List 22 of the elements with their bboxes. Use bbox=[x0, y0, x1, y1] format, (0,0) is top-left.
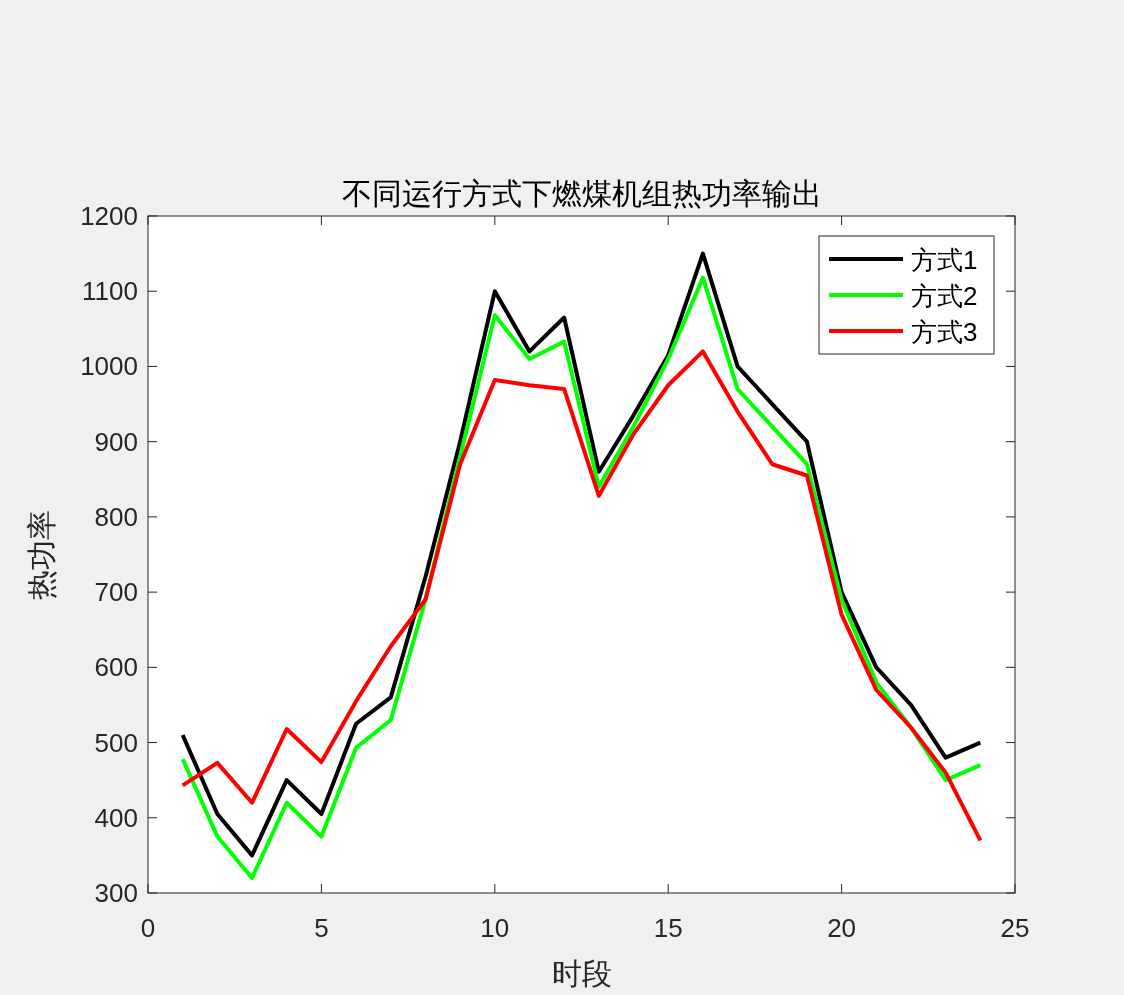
legend-label: 方式1 bbox=[911, 245, 978, 275]
x-tick-label: 15 bbox=[653, 913, 683, 943]
legend-label: 方式2 bbox=[911, 281, 978, 311]
x-tick-label: 0 bbox=[140, 913, 156, 943]
x-axis-title: 时段 bbox=[551, 957, 612, 990]
chart-title: 不同运行方式下燃煤机组热功率输出 bbox=[341, 177, 822, 210]
y-tick-label: 1100 bbox=[82, 276, 138, 307]
y-tick-label: 600 bbox=[94, 652, 138, 683]
y-tick-label: 900 bbox=[94, 426, 138, 457]
y-axis-title: 热功率 bbox=[25, 509, 58, 600]
y-tick-label: 1000 bbox=[80, 351, 138, 382]
y-tick-label: 1200 bbox=[80, 201, 138, 231]
x-tick-label: 25 bbox=[1000, 913, 1030, 943]
y-tick-label: 300 bbox=[94, 878, 138, 908]
y-tick-label: 700 bbox=[94, 577, 138, 608]
x-tick-label: 10 bbox=[480, 913, 510, 943]
x-tick-label: 20 bbox=[827, 913, 857, 943]
x-tick-label: 5 bbox=[314, 913, 329, 943]
y-tick-label: 400 bbox=[94, 802, 138, 833]
y-tick-label: 800 bbox=[94, 501, 138, 532]
y-tick-label: 500 bbox=[94, 727, 138, 758]
legend-label: 方式3 bbox=[911, 317, 978, 347]
